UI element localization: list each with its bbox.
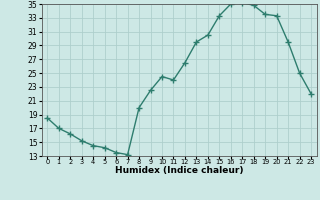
- X-axis label: Humidex (Indice chaleur): Humidex (Indice chaleur): [115, 166, 244, 175]
